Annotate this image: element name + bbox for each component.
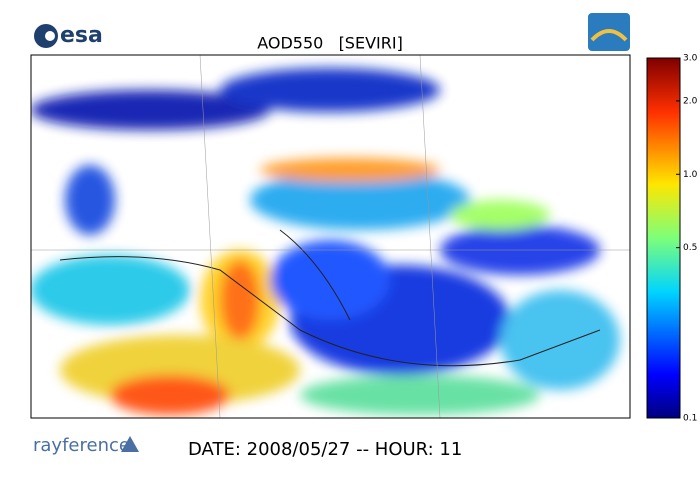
colorbar-tick-label: 0.5 <box>683 243 697 253</box>
colorbar-tick-label: 1.0 <box>683 170 698 180</box>
colorbar-tick-label: 2.0 <box>683 96 698 106</box>
date-label: DATE: 2008/05/27 -- HOUR: 11 <box>188 439 462 460</box>
colorbar-tick-label: 3.0 <box>683 54 698 64</box>
colorbar <box>646 57 681 419</box>
map <box>31 55 630 418</box>
esa-logo-mark <box>45 31 55 41</box>
colorbar-tick-label: 0.1 <box>683 414 697 424</box>
colorbar-ticks: 3.0 2.0 1.0 0.5 0.1 <box>676 54 698 424</box>
rayference-logo-mark <box>121 436 139 452</box>
rayference-logo: rayference <box>33 435 130 456</box>
map-frame <box>30 54 631 419</box>
esa-logo: esa <box>60 23 103 48</box>
project-logo-arc <box>590 29 628 42</box>
map-title: AOD550 [SEVIRI] <box>257 34 403 53</box>
